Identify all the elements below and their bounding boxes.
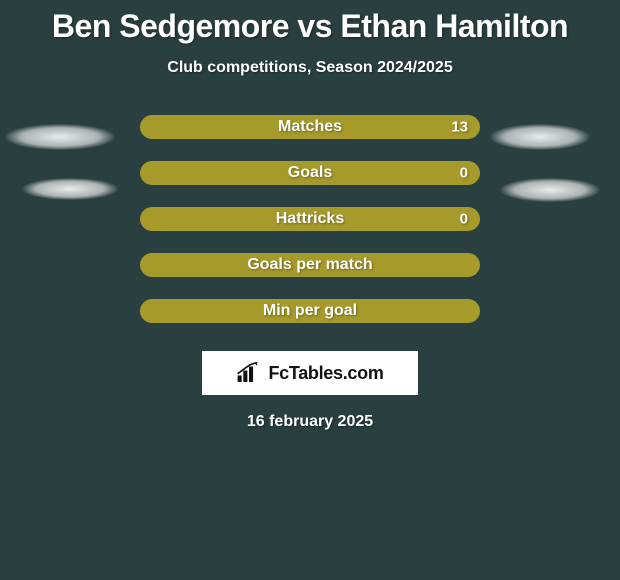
stats-container: Matches13Goals0Hattricks0Goals per match… xyxy=(140,115,480,323)
stat-row: Goals per match xyxy=(140,253,480,277)
glow-ellipse xyxy=(490,124,590,150)
glow-ellipse xyxy=(5,124,115,150)
stat-row: Hattricks0 xyxy=(140,207,480,231)
stat-label: Goals per match xyxy=(140,256,480,274)
glow-ellipse xyxy=(500,178,600,202)
fctables-logo[interactable]: FcTables.com xyxy=(202,351,418,395)
page-title: Ben Sedgemore vs Ethan Hamilton xyxy=(0,0,620,45)
date: 16 february 2025 xyxy=(0,413,620,431)
logo-text: FcTables.com xyxy=(268,363,383,384)
subtitle: Club competitions, Season 2024/2025 xyxy=(0,59,620,77)
stat-value: 0 xyxy=(460,165,468,182)
bar-chart-icon xyxy=(236,362,262,384)
stat-label: Hattricks xyxy=(140,210,480,228)
stat-value: 0 xyxy=(460,211,468,228)
glow-ellipse xyxy=(22,178,118,200)
stat-label: Goals xyxy=(140,164,480,182)
stat-row: Min per goal xyxy=(140,299,480,323)
stat-label: Matches xyxy=(140,118,480,136)
stat-label: Min per goal xyxy=(140,302,480,320)
stat-row: Goals0 xyxy=(140,161,480,185)
stat-value: 13 xyxy=(451,119,468,136)
stat-row: Matches13 xyxy=(140,115,480,139)
